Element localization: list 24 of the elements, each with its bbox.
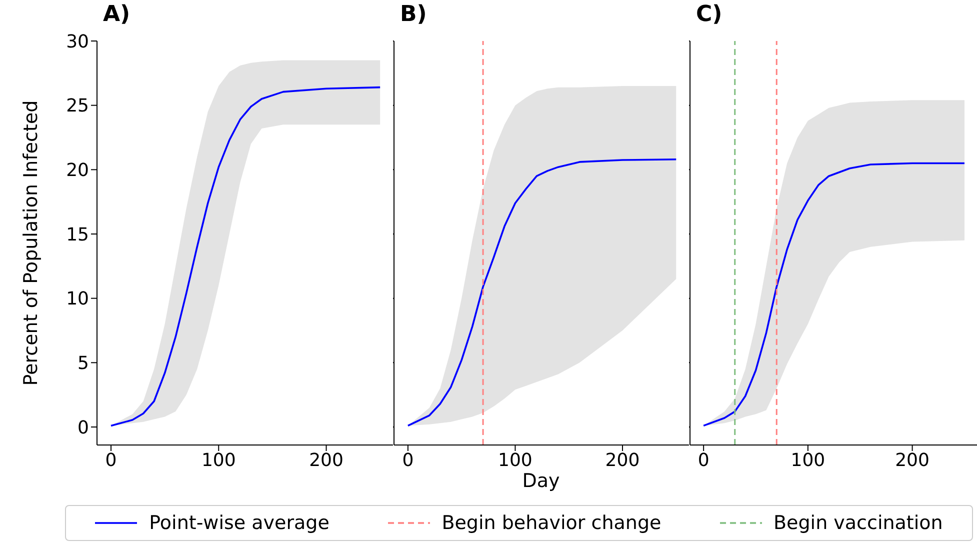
y-tick-label: 0 <box>78 417 89 438</box>
y-tick-label: 5 <box>78 353 89 374</box>
chart-title: C) <box>696 2 722 27</box>
x-tick-label: 100 <box>201 450 236 471</box>
y-tick-label: 15 <box>66 224 89 246</box>
x-tick-label: 100 <box>498 450 532 471</box>
y-tick-label: 30 <box>66 31 89 52</box>
y-tick-label: 25 <box>66 96 89 117</box>
x-tick-label: 200 <box>309 450 344 471</box>
legend-label: Point-wise average <box>149 512 330 534</box>
x-tick-label: 200 <box>605 450 640 471</box>
y-axis-title: Percent of Population Infected <box>20 100 42 386</box>
x-axis-title: Day <box>521 470 561 492</box>
y-tick-label: 10 <box>66 288 89 310</box>
x-tick-label: 100 <box>790 450 826 471</box>
y-tick-label: 20 <box>66 160 89 182</box>
legend-label: Begin behavior change <box>442 512 662 534</box>
x-tick-label: 0 <box>698 450 710 471</box>
chart-title: A) <box>103 2 130 27</box>
x-tick-label: 200 <box>895 450 930 471</box>
x-tick-label: 0 <box>105 450 117 471</box>
chart-title: B) <box>400 2 427 27</box>
legend-label: Begin vaccination <box>774 512 943 534</box>
x-tick-label: 0 <box>402 450 414 471</box>
